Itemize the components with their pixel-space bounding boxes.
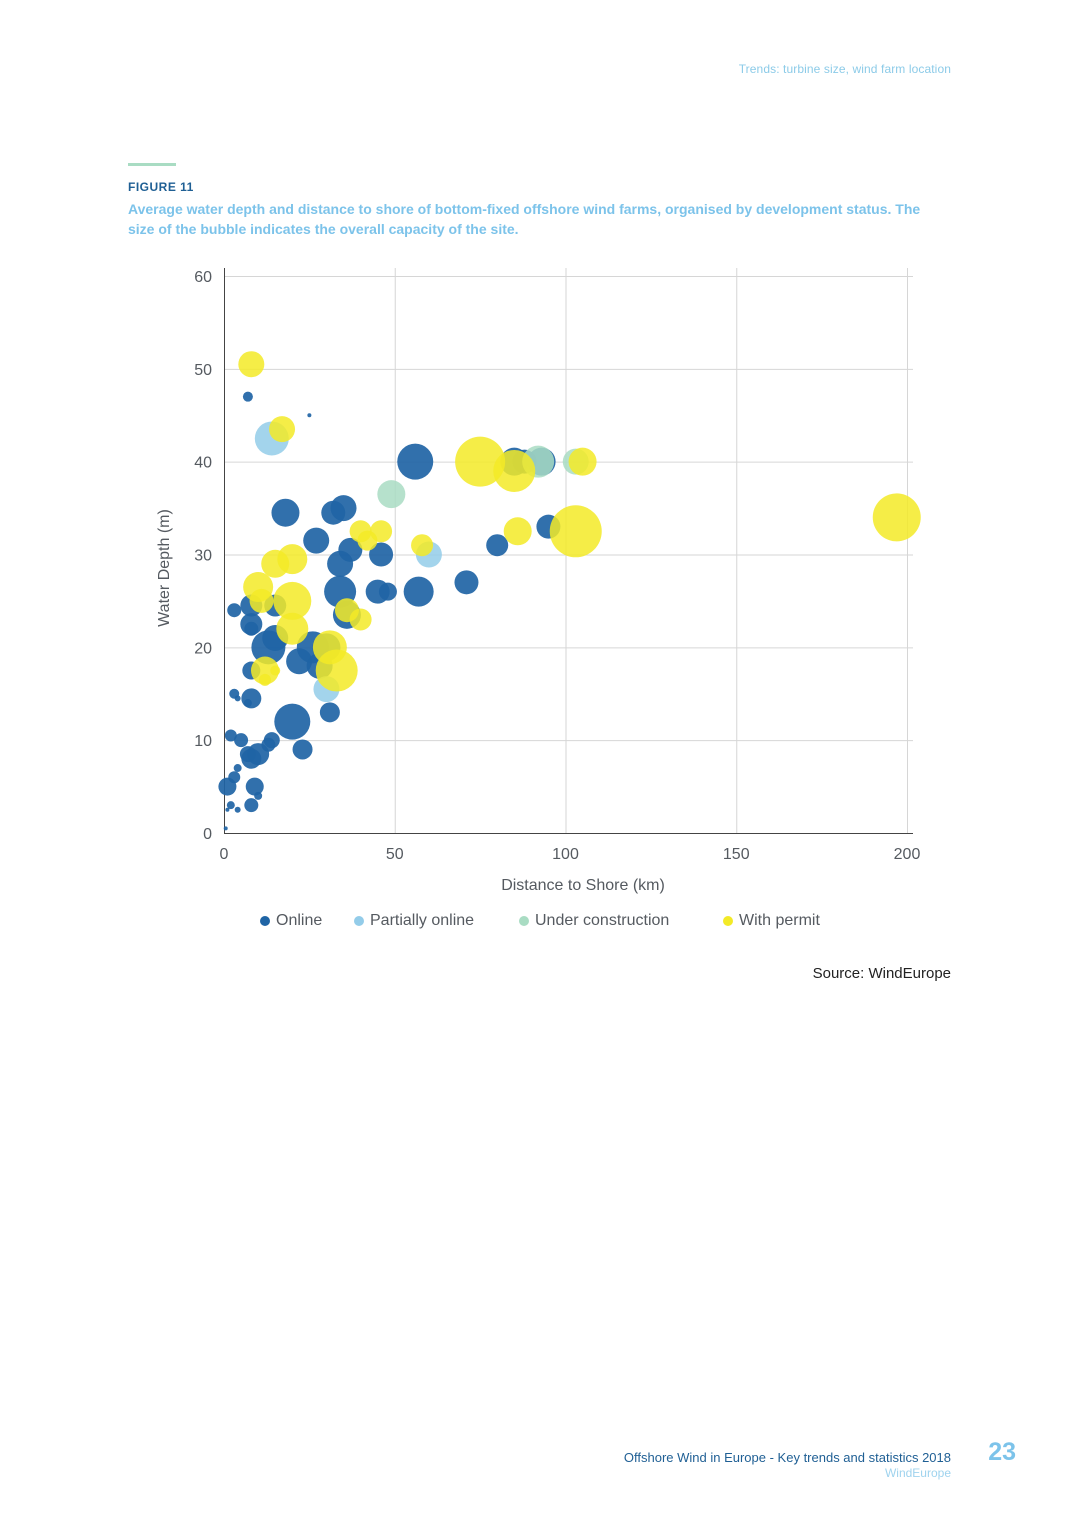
bubble-permit [568,447,597,476]
bubble-online [234,806,241,813]
footer-subtitle: WindEurope [884,1466,951,1480]
bubble-online [218,777,237,796]
bubble-permit [503,517,532,546]
legend-partial-label: Partially online [370,912,475,929]
legend-online: Online [260,912,322,930]
x-tick-label: 0 [220,846,229,863]
x-tick-label: 100 [552,846,579,863]
legend-online-swatch [260,916,270,926]
legend-partial: Partially online [354,912,474,930]
legend-partial-swatch [354,916,364,926]
legend-construction-swatch [519,916,529,926]
figure-label: FIGURE 11 [128,180,194,194]
bubble-permit [269,416,296,443]
bubble-online [234,695,241,702]
y-tick-label: 50 [194,362,212,379]
bubble-online [227,603,242,618]
bubble-permit [315,649,358,692]
bubble-online [234,733,249,748]
bubble-online [486,534,509,557]
bubble-online [454,570,479,595]
legend-permit: With permit [723,912,820,930]
x-tick-label: 150 [723,846,750,863]
bubble-online [226,801,235,810]
y-tick-label: 30 [194,548,212,565]
bubble-permit [249,588,274,613]
bubble-online [244,621,259,636]
tick-labels: 0 10 20 30 40 50 60 0 50 100 150 200 [194,269,920,863]
bubble-permit [872,493,921,542]
bubble-online [225,807,230,812]
bubble-online [254,791,263,800]
bubble-permit [349,608,372,631]
bubble-online [241,688,262,709]
bubble-online [369,542,394,567]
bubble-online [307,413,312,418]
bubble-chart: 0 10 20 30 40 50 60 0 50 100 150 200 Distance to Sh… [156,268,921,894]
series-permit [238,351,921,692]
bubble-permit [250,656,279,685]
footer-title: Offshore Wind in Europe - Key trends and… [623,1450,951,1465]
x-tick-label: 200 [894,846,921,863]
bubble-online [271,498,300,527]
y-tick-label: 10 [194,733,212,750]
bubble-permit [261,549,290,578]
source-note: Source: WindEurope [812,965,951,982]
bubble-online [327,550,354,577]
x-tick-label: 50 [386,846,404,863]
bubble-permit [493,449,536,492]
bubble-permit [276,612,309,645]
bubble-online [397,443,434,480]
bubble-permit [270,665,281,676]
bubble-online [286,648,313,675]
running-header: Trends: turbine size, wind farm location [738,62,951,76]
bubble-online [241,748,262,769]
chart-legend: Online Partially online Under constructi… [0,912,1080,932]
figure-caption: Average water depth and distance to shor… [128,201,921,237]
y-tick-label: 20 [194,640,212,657]
bubble-online [378,582,397,601]
bubbles [218,351,921,831]
bubble-permit [357,530,378,551]
chart-grid [224,268,913,833]
bubble-online [330,495,357,522]
bubble-online [242,391,253,402]
bubble-construction [377,480,406,509]
figure-rule [128,163,176,166]
bubble-permit [258,673,271,686]
y-tick-label: 0 [203,826,212,843]
legend-online-label: Online [276,912,323,929]
bubble-online [244,798,259,813]
bubble-online [403,576,434,607]
bubble-online [223,826,228,831]
page-number: 23 [988,1438,1016,1466]
bubble-online [233,764,242,773]
bubble-online [251,630,286,665]
bubble-online [292,739,313,760]
y-axis-title: Water Depth (m) [156,509,173,627]
y-tick-label: 40 [194,455,212,472]
bubble-permit [549,505,602,558]
y-tick-label: 60 [194,269,212,286]
bubble-permit [455,436,506,487]
bubble-online [303,527,330,554]
bubble-online [245,777,264,796]
bubble-permit [411,534,434,557]
legend-construction: Under construction [519,912,669,930]
legend-construction-label: Under construction [535,912,670,929]
legend-permit-swatch [723,916,733,926]
bubble-permit [273,581,312,620]
bubble-online [274,703,311,740]
x-axis-title: Distance to Shore (km) [501,877,665,894]
bubble-online [224,729,237,742]
bubble-permit [238,351,265,378]
chart-axes [224,268,913,834]
bubble-online [319,702,340,723]
legend-permit-label: With permit [739,912,820,929]
